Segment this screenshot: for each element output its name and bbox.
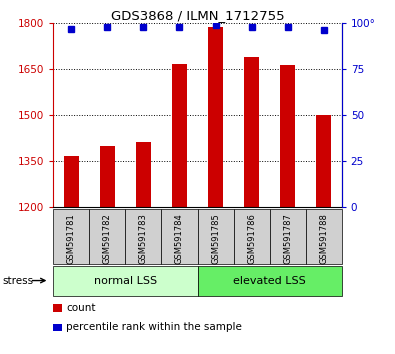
Text: count: count xyxy=(66,303,96,313)
Bar xyxy=(53,209,89,264)
Bar xyxy=(270,209,306,264)
Bar xyxy=(53,266,198,296)
Title: GDS3868 / ILMN_1712755: GDS3868 / ILMN_1712755 xyxy=(111,9,284,22)
Bar xyxy=(316,115,331,207)
Bar xyxy=(198,266,342,296)
Text: GSM591788: GSM591788 xyxy=(319,213,328,264)
Text: GSM591784: GSM591784 xyxy=(175,213,184,264)
Text: stress: stress xyxy=(2,275,33,286)
Bar xyxy=(280,65,295,207)
Bar xyxy=(162,209,198,264)
Text: GSM591786: GSM591786 xyxy=(247,213,256,264)
Bar xyxy=(245,57,259,207)
Bar xyxy=(136,142,150,207)
Bar xyxy=(208,27,223,207)
Text: GSM591785: GSM591785 xyxy=(211,213,220,264)
Bar xyxy=(64,155,79,207)
Bar xyxy=(89,209,126,264)
Text: GSM591783: GSM591783 xyxy=(139,213,148,264)
Text: elevated LSS: elevated LSS xyxy=(233,275,306,286)
Bar xyxy=(233,209,270,264)
Text: GSM591787: GSM591787 xyxy=(283,213,292,264)
Bar xyxy=(172,63,187,207)
Bar xyxy=(198,209,233,264)
Text: normal LSS: normal LSS xyxy=(94,275,157,286)
Text: percentile rank within the sample: percentile rank within the sample xyxy=(66,322,242,332)
Text: GSM591781: GSM591781 xyxy=(67,213,76,264)
Text: GSM591782: GSM591782 xyxy=(103,213,112,264)
Bar xyxy=(126,209,162,264)
Bar xyxy=(100,146,115,207)
Bar xyxy=(306,209,342,264)
